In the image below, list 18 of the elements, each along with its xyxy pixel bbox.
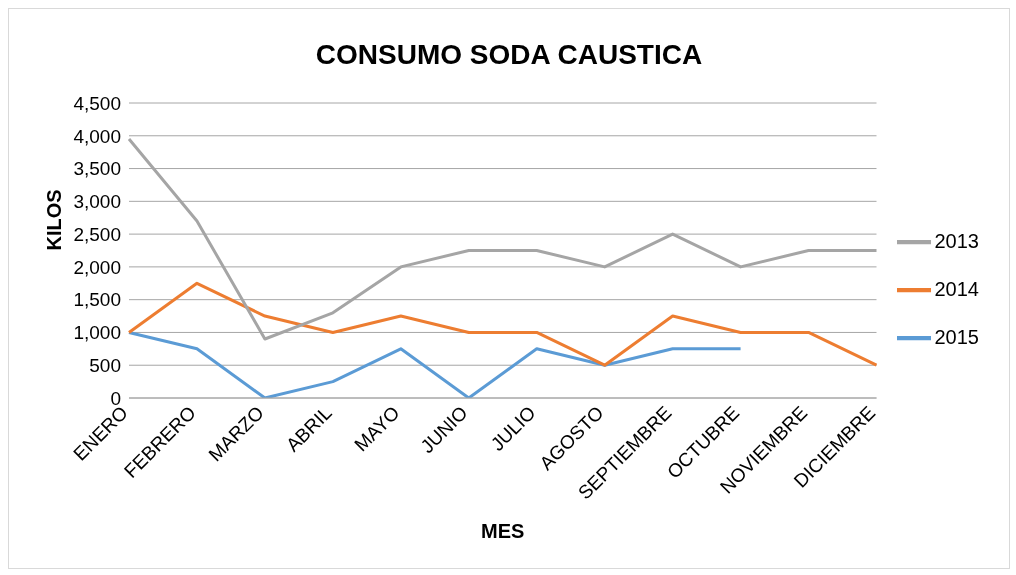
x-axis-title: MES bbox=[481, 520, 525, 542]
legend-label: 2013 bbox=[934, 229, 979, 252]
y-tick-label: 3,500 bbox=[73, 158, 121, 180]
y-tick-label: 2,500 bbox=[73, 223, 121, 245]
line-series bbox=[127, 137, 878, 341]
line-series bbox=[127, 330, 743, 398]
y-tick-label: 4,000 bbox=[73, 125, 121, 147]
y-tick-label: 4,500 bbox=[73, 92, 121, 114]
legend-label: 2015 bbox=[934, 325, 979, 348]
line-series bbox=[127, 281, 878, 367]
legend-label: 2014 bbox=[934, 277, 979, 300]
chart-title: CONSUMO SODA CAUSTICA bbox=[314, 39, 704, 71]
y-tick-label: 3,000 bbox=[73, 191, 121, 213]
y-tick-label: 1,500 bbox=[73, 289, 121, 311]
y-tick-label: 2,000 bbox=[73, 256, 121, 278]
y-tick-label: 500 bbox=[89, 354, 121, 376]
y-tick-label: 1,000 bbox=[73, 322, 121, 344]
y-axis-title: KILOS bbox=[43, 189, 66, 251]
